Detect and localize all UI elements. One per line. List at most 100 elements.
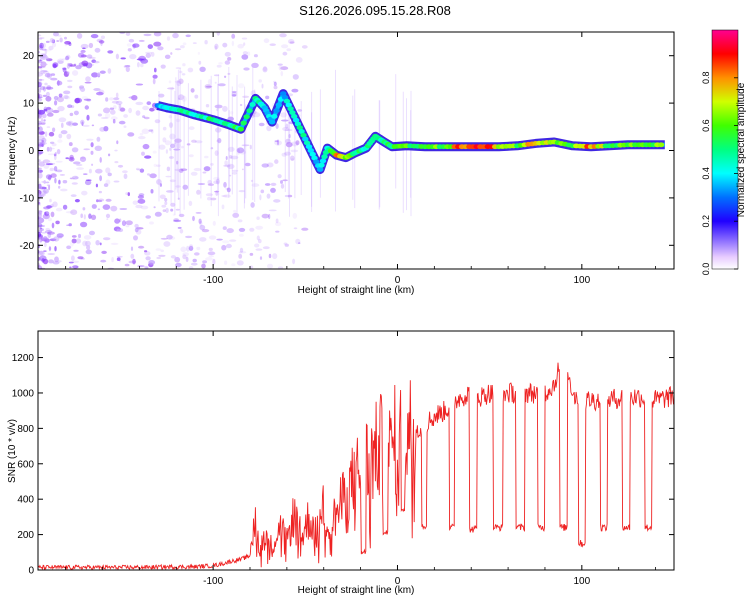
noise-speck	[38, 71, 43, 77]
noise-speck	[232, 212, 240, 218]
y-tick-label: 200	[17, 530, 34, 541]
noise-speck	[125, 220, 133, 226]
noise-speck	[168, 156, 174, 159]
noise-speck	[150, 189, 154, 194]
noise-speck	[42, 236, 48, 241]
noise-speck	[251, 183, 260, 187]
noise-speck	[96, 91, 104, 96]
trace-point	[273, 108, 280, 114]
noise-speck	[38, 231, 41, 238]
noise-speck	[41, 79, 45, 81]
noise-speck	[42, 213, 50, 220]
noise-speck	[49, 161, 52, 164]
noise-speck	[158, 254, 166, 257]
noise-speck	[38, 225, 46, 227]
trace-point	[240, 120, 247, 126]
noise-speck	[58, 185, 61, 189]
noise-speck	[39, 190, 47, 195]
noise-speck	[188, 245, 194, 251]
noise-speck	[60, 188, 68, 192]
noise-speck	[46, 146, 50, 152]
noise-speck	[175, 118, 181, 123]
noise-speck	[80, 119, 85, 125]
noise-speck	[280, 180, 283, 184]
noise-speck	[45, 96, 52, 102]
noise-speck	[166, 36, 171, 41]
noise-speck	[56, 40, 60, 42]
snr-y-label: SNR (10 * v/v)	[7, 419, 18, 483]
noise-speck	[250, 202, 255, 208]
noise-speck	[38, 96, 43, 99]
trace-point	[300, 132, 307, 138]
noise-speck	[69, 266, 72, 269]
noise-speck	[153, 41, 162, 47]
noise-speck	[237, 219, 243, 223]
noise-speck	[48, 246, 52, 251]
noise-speck	[44, 73, 51, 78]
noise-speck	[71, 175, 79, 180]
noise-speck	[238, 233, 244, 237]
noise-speck	[217, 138, 222, 144]
noise-speck	[43, 108, 48, 112]
noise-speck	[55, 220, 60, 225]
trace-point	[243, 114, 250, 120]
noise-speck	[301, 45, 308, 49]
noise-speck	[103, 237, 111, 241]
noise-speck	[229, 239, 237, 242]
noise-speck	[258, 79, 263, 83]
noise-speck	[150, 51, 155, 57]
noise-speck	[38, 66, 43, 69]
noise-speck	[55, 207, 63, 212]
noise-speck	[224, 260, 228, 265]
noise-speck	[277, 63, 283, 66]
y-tick-label: -10	[20, 193, 35, 204]
trace-point	[302, 136, 309, 142]
noise-speck	[88, 56, 96, 59]
noise-speck	[38, 144, 45, 148]
noise-speck	[45, 163, 54, 166]
noise-speck	[174, 142, 177, 145]
noise-speck	[110, 109, 116, 115]
noise-speck	[175, 262, 182, 268]
noise-speck	[51, 143, 57, 147]
noise-speck	[88, 42, 94, 49]
noise-speck	[164, 54, 171, 59]
noise-speck	[48, 131, 55, 137]
noise-speck	[47, 112, 54, 117]
noise-speck	[64, 42, 68, 47]
noise-speck	[288, 39, 295, 44]
y-tick-label: 800	[17, 424, 34, 435]
noise-speck	[199, 237, 207, 242]
trace-point	[283, 98, 291, 104]
noise-speck	[40, 122, 46, 125]
noise-speck	[176, 160, 179, 165]
noise-speck	[191, 139, 197, 143]
trace-point	[316, 167, 324, 172]
noise-speck	[238, 83, 245, 89]
noise-speck	[165, 175, 172, 178]
noise-speck	[38, 161, 45, 167]
y-tick-label: 400	[17, 495, 34, 506]
noise-speck	[38, 258, 43, 262]
noise-speck	[66, 224, 72, 226]
noise-speck	[145, 215, 151, 219]
noise-speck	[39, 120, 46, 125]
noise-speck	[199, 224, 206, 231]
noise-speck	[116, 140, 119, 145]
noise-speck	[244, 162, 251, 167]
noise-speck	[55, 169, 63, 173]
noise-speck	[231, 33, 236, 39]
noise-speck	[182, 42, 187, 46]
trace-point	[657, 142, 665, 148]
noise-speck	[280, 112, 287, 118]
noise-speck	[172, 213, 176, 216]
noise-speck	[38, 256, 41, 261]
noise-speck	[159, 194, 166, 200]
noise-speck	[71, 235, 77, 238]
noise-speck	[216, 32, 221, 36]
noise-speck	[274, 221, 282, 227]
noise-speck	[204, 84, 212, 89]
noise-speck	[135, 204, 143, 209]
noise-speck	[132, 258, 136, 265]
trace-point	[268, 119, 276, 125]
